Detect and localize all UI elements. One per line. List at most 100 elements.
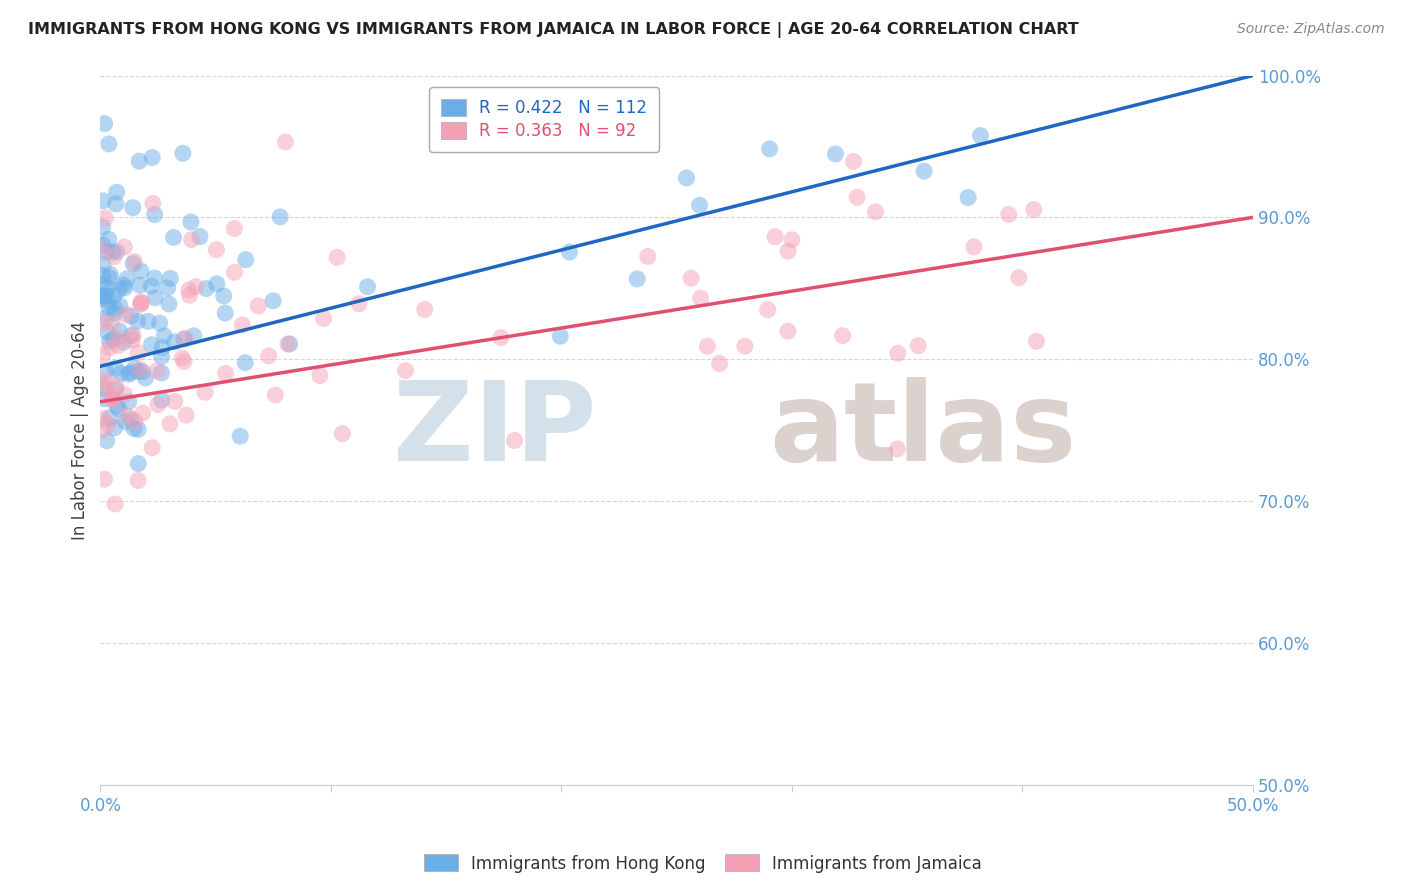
Point: [122, 328, 145, 343]
Point: [127, 457, 149, 471]
Point: [91, 237, 114, 252]
Point: [97, 136, 120, 151]
Point: [127, 365, 149, 379]
Point: [150, 341, 173, 355]
Point: [356, 279, 378, 293]
Point: [121, 333, 143, 347]
Point: [886, 442, 908, 456]
Point: [104, 497, 127, 511]
Point: [907, 339, 929, 353]
Point: [103, 332, 125, 346]
Point: [105, 399, 128, 413]
Point: [101, 392, 124, 407]
Point: [93, 472, 115, 486]
Point: [101, 392, 124, 406]
Point: [91, 243, 114, 257]
Point: [912, 164, 935, 178]
Point: [131, 406, 153, 420]
Point: [91, 258, 114, 272]
Point: [121, 201, 143, 215]
Point: [94, 378, 117, 392]
Point: [98, 341, 121, 355]
Point: [110, 367, 132, 381]
Point: [104, 197, 127, 211]
Point: [150, 366, 173, 380]
Point: [846, 190, 869, 204]
Legend: Immigrants from Hong Kong, Immigrants from Jamaica: Immigrants from Hong Kong, Immigrants fr…: [418, 847, 988, 880]
Point: [159, 417, 181, 431]
Point: [94, 311, 117, 326]
Point: [174, 408, 197, 422]
Point: [264, 388, 287, 402]
Point: [503, 434, 526, 448]
Point: [104, 383, 127, 397]
Point: [91, 316, 114, 330]
Point: [141, 151, 163, 165]
Point: [637, 250, 659, 264]
Point: [146, 398, 169, 412]
Point: [91, 194, 114, 208]
Point: [93, 288, 115, 302]
Point: [558, 245, 581, 260]
Point: [94, 244, 117, 259]
Point: [96, 280, 118, 294]
Point: [675, 170, 697, 185]
Point: [824, 147, 846, 161]
Point: [134, 371, 156, 385]
Point: [96, 326, 118, 340]
Point: [141, 279, 163, 293]
Legend: R = 0.422   N = 112, R = 0.363   N = 92: R = 0.422 N = 112, R = 0.363 N = 92: [429, 87, 659, 152]
Point: [149, 316, 172, 330]
Point: [96, 288, 118, 302]
Text: IMMIGRANTS FROM HONG KONG VS IMMIGRANTS FROM JAMAICA IN LABOR FORCE | AGE 20-64 : IMMIGRANTS FROM HONG KONG VS IMMIGRANTS …: [28, 22, 1078, 38]
Point: [120, 328, 142, 343]
Point: [173, 332, 195, 346]
Point: [97, 294, 120, 309]
Point: [101, 390, 124, 404]
Point: [312, 311, 335, 326]
Point: [94, 211, 117, 225]
Point: [104, 379, 127, 393]
Point: [233, 356, 256, 370]
Point: [104, 301, 127, 316]
Point: [129, 295, 152, 310]
Point: [763, 229, 786, 244]
Point: [180, 215, 202, 229]
Point: [104, 306, 127, 320]
Text: Source: ZipAtlas.com: Source: ZipAtlas.com: [1237, 22, 1385, 37]
Point: [129, 297, 152, 311]
Point: [136, 314, 159, 328]
Point: [141, 338, 163, 352]
Point: [143, 291, 166, 305]
Text: ZIP: ZIP: [392, 376, 596, 483]
Point: [756, 302, 779, 317]
Point: [131, 296, 153, 310]
Point: [114, 415, 136, 429]
Point: [179, 288, 201, 302]
Point: [93, 291, 115, 305]
Point: [129, 362, 152, 376]
Point: [214, 306, 236, 320]
Point: [278, 337, 301, 351]
Point: [98, 270, 121, 285]
Point: [142, 196, 165, 211]
Point: [157, 297, 180, 311]
Point: [969, 128, 991, 143]
Point: [141, 441, 163, 455]
Point: [91, 277, 114, 292]
Point: [865, 205, 887, 219]
Text: atlas: atlas: [769, 376, 1076, 483]
Point: [127, 314, 149, 328]
Point: [104, 361, 127, 376]
Point: [127, 422, 149, 436]
Point: [163, 334, 186, 349]
Point: [413, 302, 436, 317]
Point: [214, 367, 236, 381]
Point: [115, 307, 138, 321]
Point: [124, 415, 146, 429]
Point: [156, 281, 179, 295]
Point: [489, 331, 512, 345]
Point: [269, 210, 291, 224]
Point: [205, 243, 228, 257]
Point: [183, 328, 205, 343]
